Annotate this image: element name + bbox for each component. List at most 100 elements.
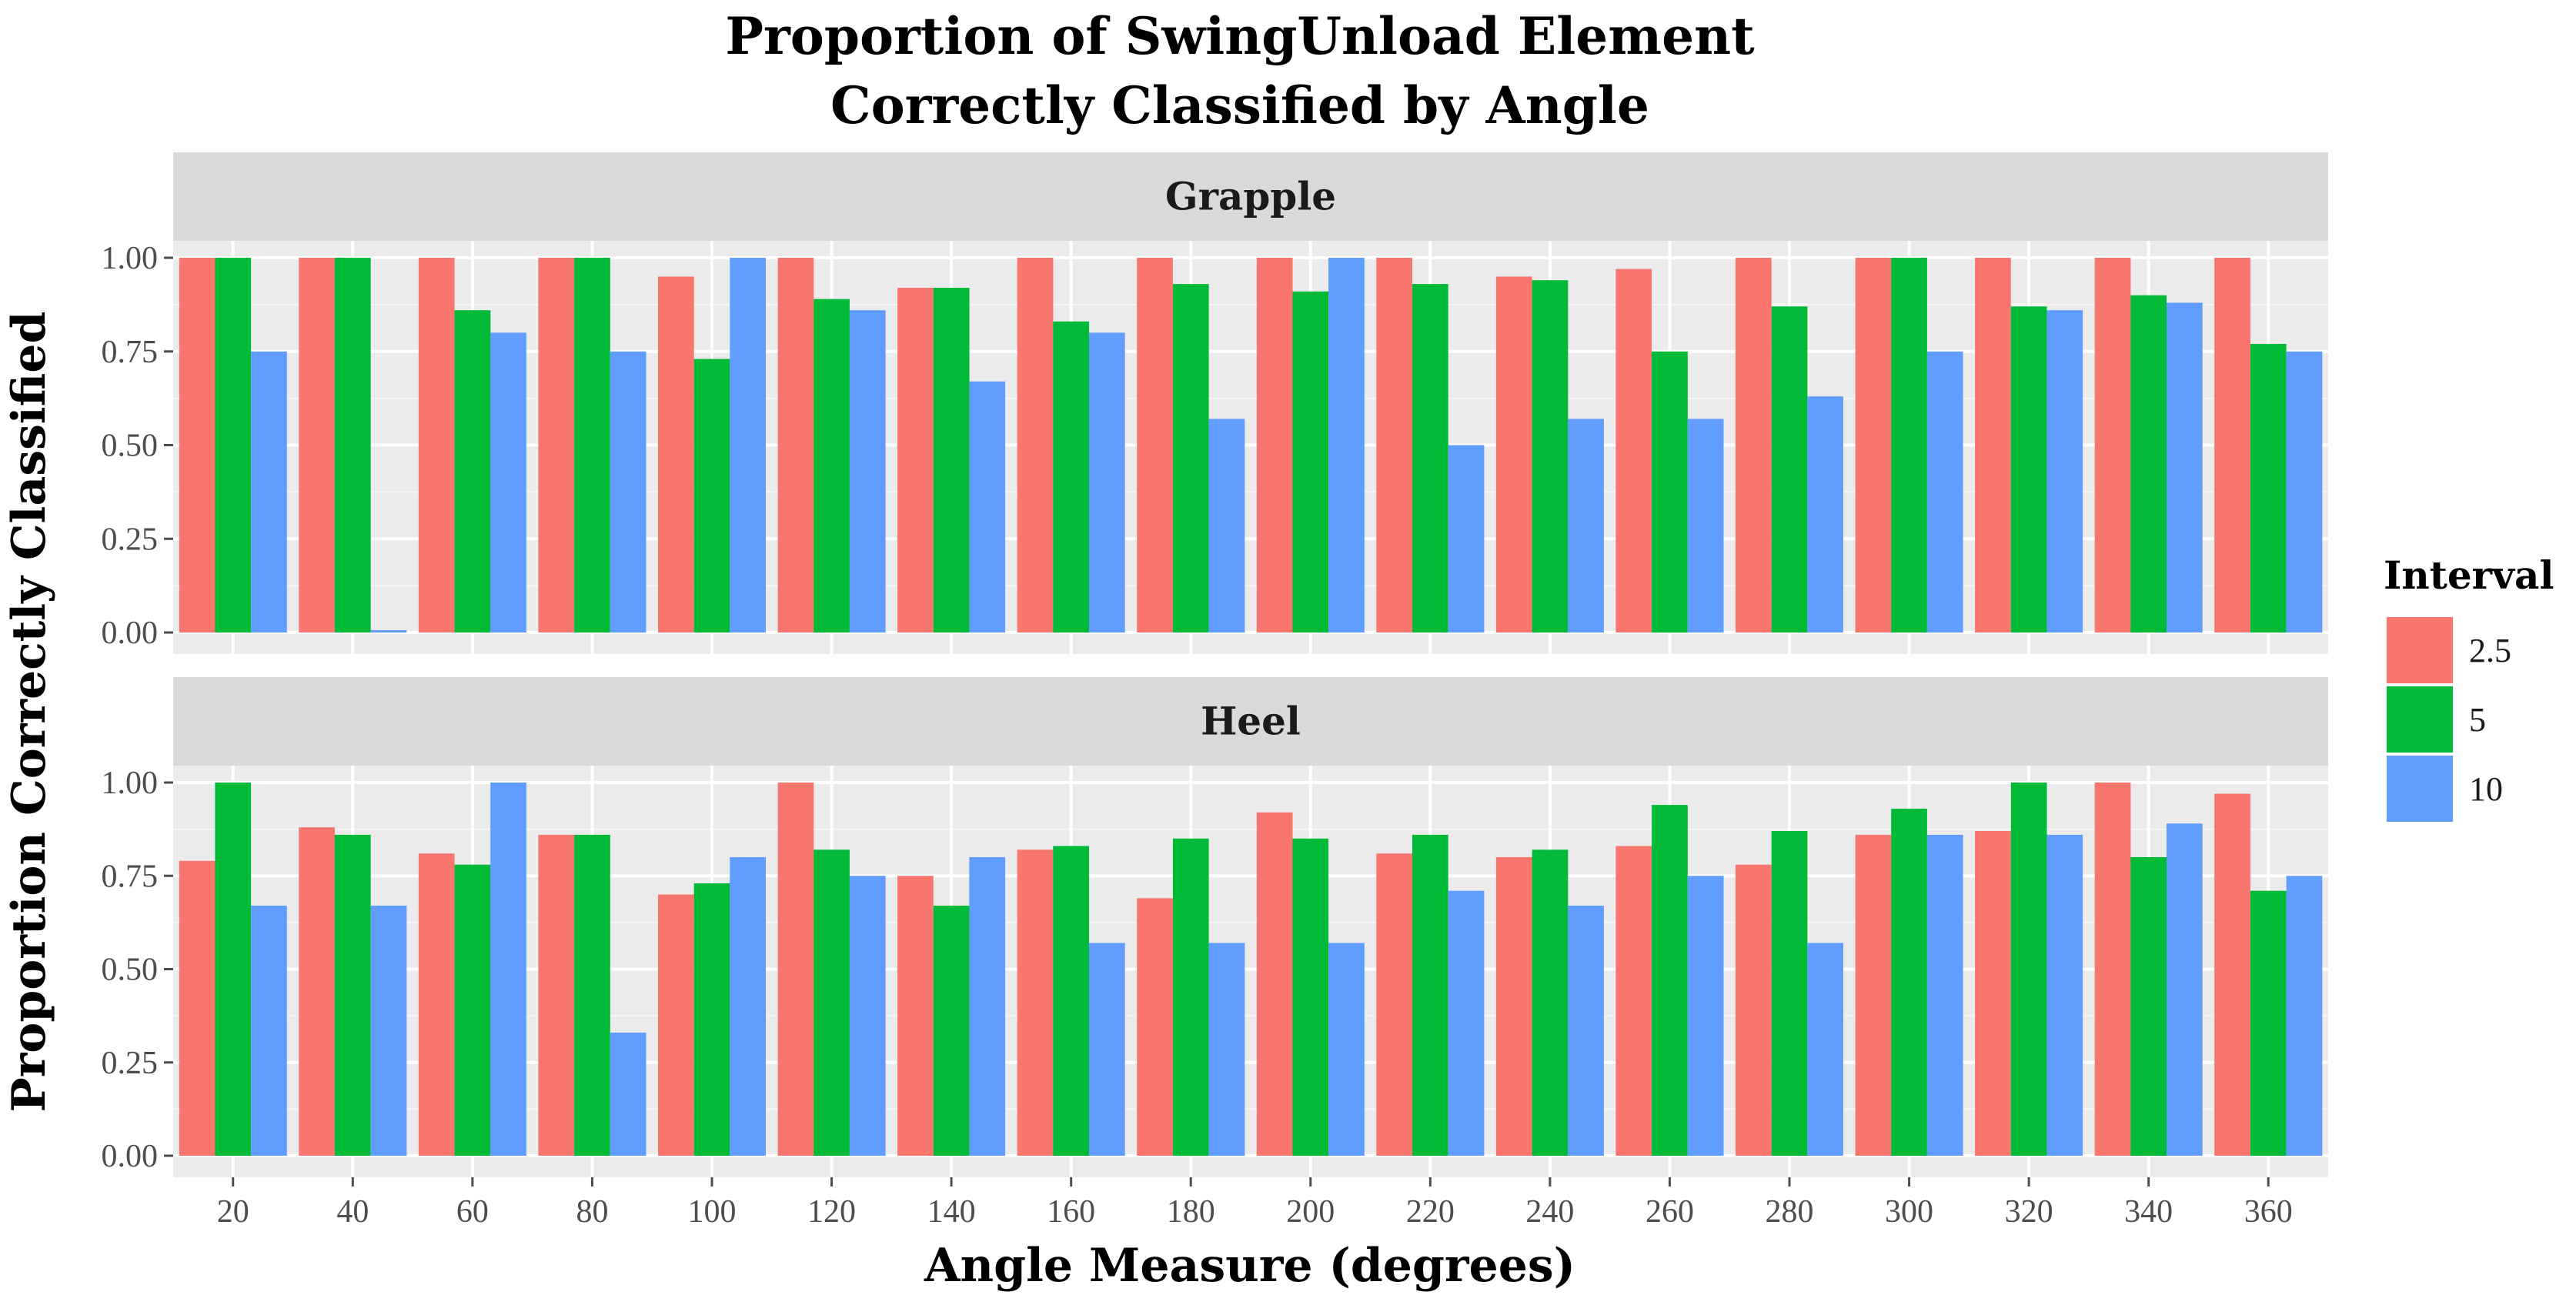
bar-grapple-320-interval-10 — [2046, 310, 2083, 632]
bar-grapple-60-interval-2.5 — [418, 258, 455, 632]
x-tick-label: 340 — [2124, 1194, 2173, 1230]
x-tick-label: 320 — [2005, 1194, 2053, 1230]
bar-grapple-220-interval-10 — [1448, 445, 1485, 632]
y-tick-label: 1.00 — [102, 241, 159, 276]
bar-grapple-200-interval-2.5 — [1256, 258, 1293, 632]
bar-grapple-160-interval-5 — [1053, 321, 1089, 632]
bar-heel-240-interval-5 — [1532, 849, 1569, 1156]
bar-grapple-180-interval-10 — [1208, 419, 1245, 632]
bar-heel-340-interval-2.5 — [2094, 783, 2131, 1156]
bar-grapple-320-interval-5 — [2010, 306, 2047, 632]
bar-heel-240-interval-10 — [1568, 906, 1604, 1156]
y-tick-label: 0.50 — [102, 953, 159, 988]
bar-grapple-140-interval-10 — [969, 381, 1006, 632]
bar-grapple-40-interval-2.5 — [299, 258, 335, 632]
bar-grapple-360-interval-10 — [2286, 351, 2323, 633]
y-tick-label: 0.00 — [102, 1139, 159, 1174]
y-tick-label: 0.50 — [102, 429, 159, 464]
bar-grapple-100-interval-10 — [730, 258, 766, 632]
facet-panels: Grapple 0.00 0.25 0.50 0.75 1.00 Heel 0.00 0.25 0… — [102, 152, 2328, 1177]
bar-grapple-280-interval-5 — [1771, 306, 1808, 632]
bar-heel-20-interval-10 — [251, 906, 287, 1156]
bar-grapple-80-interval-10 — [610, 351, 647, 633]
bar-heel-220-interval-10 — [1448, 890, 1485, 1156]
bar-grapple-360-interval-2.5 — [2214, 258, 2250, 632]
bar-grapple-240-interval-5 — [1532, 280, 1569, 632]
bar-heel-340-interval-10 — [2167, 823, 2203, 1156]
x-tick-label: 140 — [927, 1194, 976, 1230]
bar-grapple-100-interval-5 — [693, 359, 730, 632]
bar-grapple-240-interval-10 — [1568, 419, 1604, 632]
bar-grapple-140-interval-5 — [933, 288, 970, 632]
bar-heel-300-interval-2.5 — [1855, 834, 1892, 1156]
strip-background — [173, 152, 2328, 241]
bar-grapple-280-interval-2.5 — [1736, 258, 1772, 632]
bar-grapple-160-interval-10 — [1089, 332, 1125, 632]
bar-heel-200-interval-10 — [1328, 943, 1365, 1156]
bar-grapple-300-interval-10 — [1926, 351, 1963, 633]
bar-grapple-180-interval-2.5 — [1137, 258, 1173, 632]
bar-heel-200-interval-2.5 — [1256, 812, 1293, 1156]
bar-grapple-180-interval-5 — [1172, 284, 1209, 632]
bar-grapple-340-interval-2.5 — [2094, 258, 2131, 632]
bar-heel-120-interval-2.5 — [777, 783, 814, 1156]
bar-grapple-260-interval-2.5 — [1615, 269, 1652, 632]
bar-grapple-60-interval-10 — [490, 332, 526, 632]
legend-label-10: 10 — [2469, 770, 2503, 808]
bar-heel-320-interval-5 — [2010, 783, 2047, 1156]
bar-heel-320-interval-2.5 — [1975, 831, 2011, 1156]
y-tick-label: 0.00 — [102, 616, 159, 651]
bar-grapple-240-interval-2.5 — [1495, 276, 1532, 632]
panel-grapple: Grapple 0.00 0.25 0.50 0.75 1.00 — [102, 152, 2328, 654]
bar-heel-100-interval-2.5 — [658, 894, 694, 1156]
bar-heel-20-interval-5 — [215, 783, 252, 1156]
chart-title-line-1: Proportion of SwingUnload Element — [725, 6, 1755, 66]
legend-label-2.5: 2.5 — [2469, 632, 2511, 669]
x-tick-label: 80 — [576, 1194, 608, 1230]
legend-swatch-2.5 — [2387, 617, 2453, 683]
bar-heel-60-interval-5 — [454, 864, 491, 1156]
bar-heel-80-interval-5 — [574, 834, 610, 1156]
x-tick-label: 220 — [1406, 1194, 1455, 1230]
bar-heel-320-interval-10 — [2046, 834, 2083, 1156]
bar-grapple-220-interval-2.5 — [1376, 258, 1412, 632]
strip-label: Grapple — [1165, 174, 1336, 219]
legend-swatch-5 — [2387, 686, 2453, 753]
bar-heel-140-interval-5 — [933, 906, 970, 1156]
x-axis-ticks: 20 40 60 80 100 120 140 160 180 200 220 240 260 280 30… — [217, 1177, 2293, 1230]
legend: Interval 2.5 5 10 — [2384, 552, 2554, 825]
bar-heel-60-interval-10 — [490, 783, 526, 1156]
bar-grapple-140-interval-2.5 — [897, 288, 934, 632]
legend-keys: 2.5 5 10 — [2384, 614, 2511, 825]
bar-heel-220-interval-2.5 — [1376, 853, 1412, 1156]
x-tick-label: 200 — [1286, 1194, 1335, 1230]
bar-heel-260-interval-5 — [1652, 805, 1688, 1156]
bar-grapple-80-interval-2.5 — [538, 258, 575, 632]
y-tick-label: 1.00 — [102, 766, 159, 801]
bar-heel-120-interval-5 — [814, 849, 850, 1156]
bar-heel-260-interval-2.5 — [1615, 846, 1652, 1156]
x-tick-label: 260 — [1645, 1194, 1694, 1230]
bar-grapple-220-interval-5 — [1412, 284, 1448, 632]
bar-grapple-200-interval-5 — [1292, 291, 1329, 632]
bar-heel-80-interval-10 — [610, 1033, 647, 1156]
bar-heel-180-interval-2.5 — [1137, 898, 1173, 1156]
x-tick-label: 120 — [807, 1194, 856, 1230]
bar-heel-280-interval-5 — [1771, 831, 1808, 1156]
strip-background — [173, 677, 2328, 766]
bar-grapple-300-interval-2.5 — [1855, 258, 1892, 632]
bar-heel-100-interval-5 — [693, 883, 730, 1156]
x-tick-label: 180 — [1167, 1194, 1215, 1230]
x-tick-label: 40 — [336, 1194, 369, 1230]
x-tick-label: 280 — [1766, 1194, 1814, 1230]
bar-grapple-120-interval-10 — [849, 310, 886, 632]
bar-grapple-260-interval-5 — [1652, 351, 1688, 633]
bar-heel-60-interval-2.5 — [418, 853, 455, 1156]
bar-heel-220-interval-5 — [1412, 834, 1448, 1156]
bar-grapple-320-interval-2.5 — [1975, 258, 2011, 632]
bar-grapple-260-interval-10 — [1687, 419, 1724, 632]
x-tick-label: 60 — [456, 1194, 489, 1230]
bar-heel-160-interval-5 — [1053, 846, 1089, 1156]
bar-heel-240-interval-2.5 — [1495, 857, 1532, 1156]
bar-heel-20-interval-2.5 — [179, 860, 216, 1156]
